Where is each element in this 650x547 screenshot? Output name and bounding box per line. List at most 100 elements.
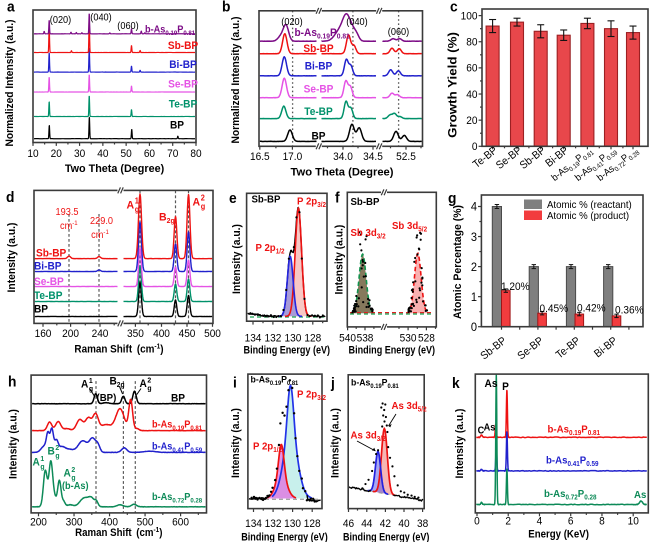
- svg-text:134: 134: [245, 518, 262, 530]
- svg-text:400: 400: [101, 516, 118, 528]
- svg-text:(020): (020): [50, 15, 71, 26]
- svg-text:2: 2: [55, 443, 59, 452]
- svg-text:As 3d3/2​: As 3d3/2​: [351, 430, 386, 443]
- svg-text:cm-1​: cm-1​: [91, 229, 109, 241]
- svg-text:(040): (040): [90, 12, 111, 23]
- svg-text:8: 8: [599, 515, 605, 527]
- svg-text:160: 160: [35, 328, 52, 340]
- svg-text:P 2p3/2​: P 2p3/2​: [297, 389, 326, 402]
- svg-text:b-As0.19​P0.81​: b-As0.19​P0.81​: [152, 419, 203, 432]
- svg-text:60: 60: [144, 148, 155, 160]
- svg-text:528: 528: [418, 332, 435, 344]
- svg-text:Te-BP: Te-BP: [169, 98, 197, 110]
- svg-text:0.42%: 0.42%: [577, 302, 606, 314]
- svg-text:Intensity (a.u.): Intensity (a.u.): [454, 409, 466, 479]
- svg-text:B2g​: B2g​: [159, 211, 175, 225]
- svg-text:60: 60: [466, 62, 477, 74]
- svg-text:Intensity (a.u.): Intensity (a.u.): [230, 408, 242, 478]
- svg-text:A: A: [81, 378, 89, 390]
- svg-text:Intensity (a.u.): Intensity (a.u.): [329, 408, 341, 478]
- svg-text:40: 40: [466, 88, 477, 100]
- svg-text:530: 530: [400, 332, 417, 344]
- svg-text:h: h: [8, 374, 16, 391]
- svg-text:1: 1: [89, 376, 93, 385]
- svg-text:134: 134: [245, 332, 262, 344]
- svg-text:1: 1: [135, 196, 140, 205]
- svg-text:P 2p1/2​: P 2p1/2​: [256, 243, 285, 256]
- svg-text:(020): (020): [281, 17, 302, 28]
- svg-text:Se-BP: Se-BP: [34, 276, 64, 288]
- svg-text:80: 80: [190, 148, 201, 160]
- svg-text:P 2p1/2​: P 2p1/2​: [253, 441, 282, 454]
- svg-text:229.0: 229.0: [90, 216, 113, 227]
- svg-text:Two Theta (Degree): Two Theta (Degree): [290, 166, 393, 178]
- svg-text:128: 128: [304, 518, 321, 530]
- svg-text:a: a: [7, 0, 16, 16]
- svg-text:10: 10: [27, 148, 38, 160]
- svg-text:A: A: [193, 196, 201, 208]
- svg-text:Sb 3d5/2​: Sb 3d5/2​: [392, 221, 427, 234]
- svg-text:10: 10: [628, 515, 639, 527]
- svg-text:350: 350: [127, 328, 144, 340]
- svg-text:240: 240: [92, 328, 109, 340]
- svg-text:Normalized Intensity (a.u.): Normalized Intensity (a.u.): [230, 17, 242, 144]
- svg-text:Binding Energy (eV): Binding Energy (eV): [244, 344, 330, 356]
- svg-text:g: g: [448, 191, 456, 208]
- svg-text:b-As0.72​P0.28​: b-As0.72​P0.28​: [152, 492, 203, 505]
- svg-text:g: g: [89, 384, 93, 393]
- svg-text:Se-BP: Se-BP: [168, 78, 198, 90]
- svg-text:g: g: [147, 383, 151, 392]
- svg-text:2: 2: [201, 193, 205, 202]
- svg-text:600: 600: [172, 516, 189, 528]
- svg-text:A: A: [64, 467, 72, 479]
- svg-text:j: j: [330, 376, 335, 393]
- svg-text:Intensity (a.u.): Intensity (a.u.): [333, 225, 345, 295]
- svg-text:(BP): (BP): [97, 393, 117, 404]
- svg-text:(b-As): (b-As): [62, 481, 89, 492]
- svg-text:Binding Energy (eV): Binding Energy (eV): [241, 531, 327, 542]
- svg-text:A: A: [33, 456, 41, 468]
- svg-text:40: 40: [97, 148, 108, 160]
- svg-text:cm-1​: cm-1​: [60, 220, 78, 232]
- svg-text:Bi-BP: Bi-BP: [34, 260, 61, 272]
- svg-text:(060): (060): [388, 27, 409, 38]
- svg-text:g: g: [71, 473, 75, 482]
- svg-text:500: 500: [137, 516, 154, 528]
- svg-text:30: 30: [74, 148, 85, 160]
- svg-text:17.0: 17.0: [283, 151, 303, 163]
- svg-text:100: 100: [461, 10, 478, 22]
- svg-text:538: 538: [357, 332, 374, 344]
- svg-text:BP: BP: [171, 392, 185, 404]
- svg-text:300: 300: [66, 516, 83, 528]
- svg-text:Sb-BP: Sb-BP: [36, 247, 66, 259]
- svg-text:3: 3: [471, 231, 477, 243]
- svg-text:34.5: 34.5: [363, 151, 383, 163]
- svg-text:80: 80: [466, 36, 477, 48]
- svg-text:0: 0: [471, 322, 477, 334]
- svg-text:6: 6: [568, 515, 574, 527]
- svg-text:46: 46: [343, 518, 354, 530]
- svg-text:Growth Yield (%): Growth Yield (%): [447, 32, 459, 138]
- svg-text:As: As: [484, 422, 496, 433]
- svg-text:Energy (KeV): Energy (KeV): [528, 528, 589, 540]
- svg-text:128: 128: [304, 332, 321, 344]
- svg-text:g: g: [135, 205, 140, 214]
- svg-text:16.5: 16.5: [250, 151, 270, 163]
- svg-text:A: A: [140, 378, 148, 390]
- svg-text:e: e: [229, 191, 237, 208]
- svg-text:Te-BP: Te-BP: [304, 106, 332, 118]
- svg-text:40: 40: [398, 518, 409, 530]
- svg-text:44: 44: [361, 518, 372, 530]
- svg-text:Atomic % (reactant): Atomic % (reactant): [547, 200, 632, 211]
- svg-text:k: k: [452, 376, 461, 393]
- svg-text:Sb-BP: Sb-BP: [303, 43, 333, 55]
- svg-text:b-As0.41​P0.59​: b-As0.41​P0.59​: [152, 441, 203, 454]
- svg-text:132: 132: [264, 332, 281, 344]
- svg-text:4: 4: [471, 201, 478, 213]
- svg-text:g: g: [55, 451, 59, 460]
- svg-text:B2g​: B2g​: [110, 375, 125, 389]
- svg-text:130: 130: [284, 332, 301, 344]
- svg-text:g: g: [201, 202, 206, 211]
- svg-text:0: 0: [474, 515, 480, 527]
- svg-text:1: 1: [471, 291, 477, 303]
